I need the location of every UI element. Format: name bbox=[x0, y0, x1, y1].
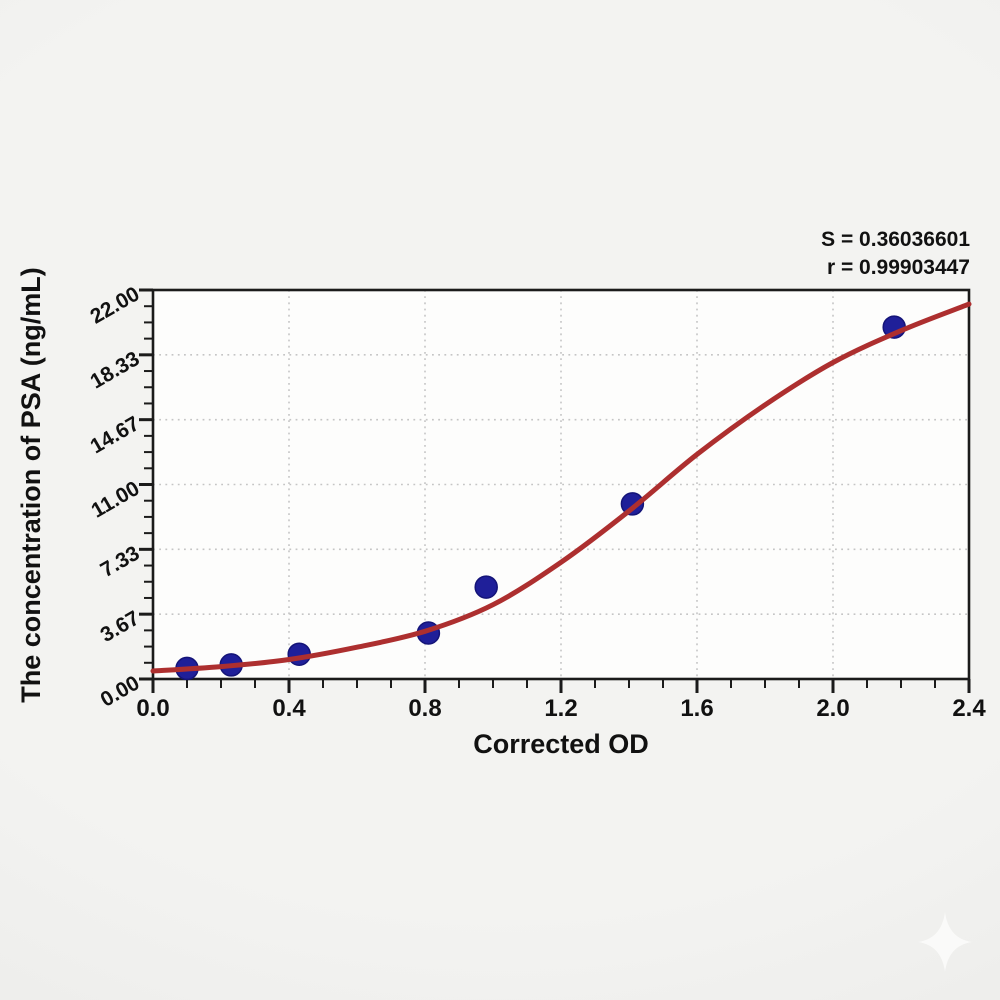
x-tick-label: 0.4 bbox=[272, 695, 306, 722]
y-tick-label: 14.67 bbox=[86, 412, 143, 458]
x-axis-title: Corrected OD bbox=[473, 729, 649, 759]
plot-area: 0.0 0.4 0.8 1.2 1.6 2.0 2.40.003.677.3311.0014… bbox=[86, 282, 986, 722]
x-tick-label: 0.8 bbox=[408, 695, 441, 722]
plot-background bbox=[153, 290, 969, 679]
x-tick-label: 1.6 bbox=[680, 695, 713, 722]
y-tick-label: 18.33 bbox=[86, 347, 143, 393]
y-tick-label: 11.00 bbox=[87, 477, 143, 523]
stat-r-value: r = 0.99903447 bbox=[827, 256, 970, 279]
x-tick-label: 2.4 bbox=[952, 695, 986, 722]
y-tick-label: 3.67 bbox=[97, 607, 144, 647]
x-tick-label: 2.0 bbox=[816, 695, 849, 722]
data-point bbox=[620, 492, 645, 516]
stat-s-value: S = 0.36036601 bbox=[821, 228, 970, 251]
plot-frame bbox=[151, 288, 971, 681]
fit-curve bbox=[150, 301, 972, 674]
y-tick-label: 7.33 bbox=[97, 542, 144, 582]
data-point bbox=[474, 575, 498, 599]
x-tick-label: 0.0 bbox=[136, 695, 169, 722]
x-tick-label: 1.2 bbox=[544, 695, 577, 722]
sparkle-icon bbox=[918, 912, 972, 972]
y-tick-label: 22.00 bbox=[86, 282, 143, 328]
y-axis-title: The concentration of PSA (ng/mL) bbox=[16, 267, 46, 703]
